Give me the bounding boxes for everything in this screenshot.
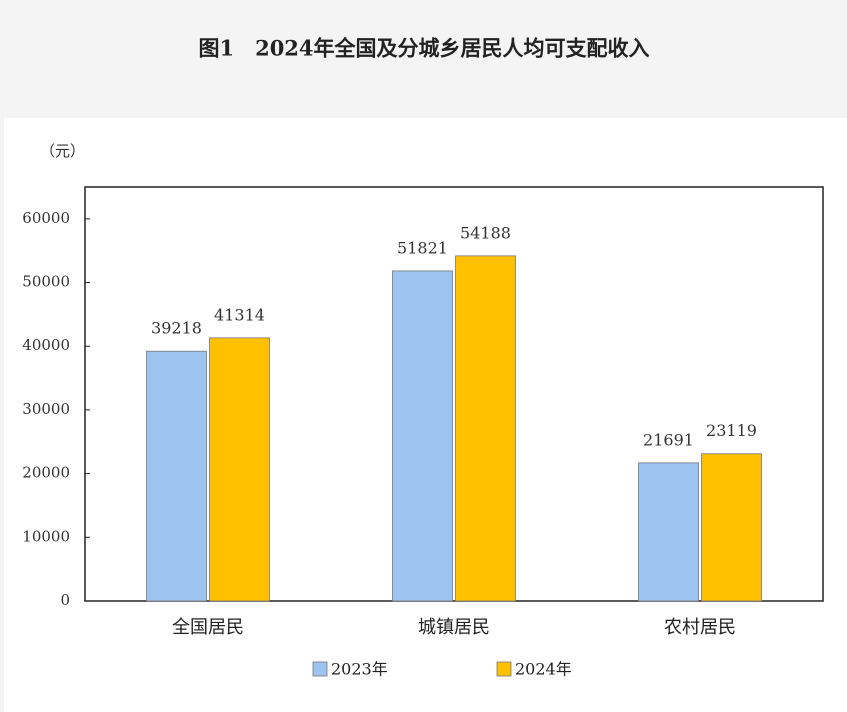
bar xyxy=(455,255,516,602)
legend-label: 2023年 xyxy=(331,660,388,679)
value-label: 23119 xyxy=(706,421,757,440)
y-tick-label: 60000 xyxy=(22,209,70,227)
y-tick-label: 0 xyxy=(60,591,70,609)
value-label: 54188 xyxy=(460,223,511,242)
value-label: 21691 xyxy=(643,430,694,449)
bar xyxy=(638,462,699,602)
x-tick-label: 全国居民 xyxy=(172,617,244,638)
bar xyxy=(146,350,207,602)
legend-swatch xyxy=(496,661,512,677)
value-label: 51821 xyxy=(397,238,448,257)
bar xyxy=(392,270,453,602)
y-tick-label: 20000 xyxy=(22,464,70,482)
y-tick-label: 40000 xyxy=(22,336,70,354)
y-tick-label: 10000 xyxy=(22,527,70,545)
x-tick-label: 城镇居民 xyxy=(418,617,490,638)
value-label: 39218 xyxy=(151,319,202,338)
chart-title: 图1 2024年全国及分城乡居民人均可支配收入 xyxy=(198,36,649,61)
legend-label: 2024年 xyxy=(515,660,572,679)
y-tick-label: 50000 xyxy=(22,273,70,291)
value-label: 41314 xyxy=(214,305,265,324)
bar xyxy=(701,453,762,602)
plot-frame xyxy=(84,186,824,602)
y-unit: （元） xyxy=(40,142,85,160)
legend-swatch xyxy=(312,661,328,677)
bar xyxy=(209,337,270,602)
y-tick-label: 30000 xyxy=(22,400,70,418)
x-tick-label: 农村居民 xyxy=(664,617,736,638)
